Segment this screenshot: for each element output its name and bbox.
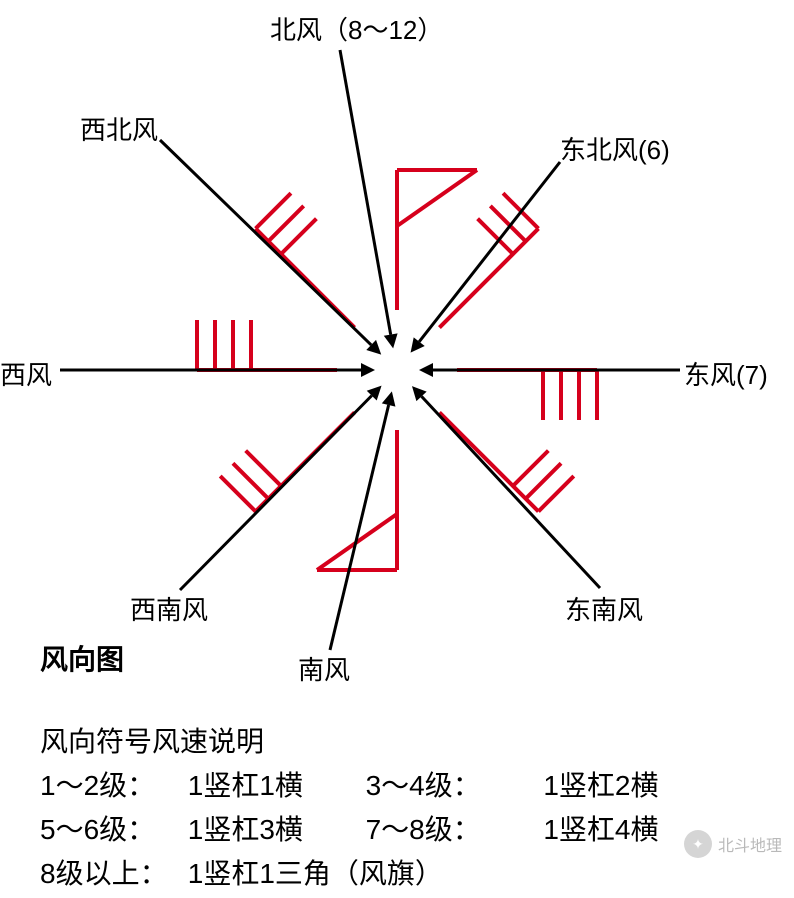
label-southeast: 东南风 (565, 590, 643, 627)
legend-row: 1～2级： 1竖杠1横 3～4级： 1竖杠2横 (40, 764, 713, 808)
legend-row: 8级以上： 1竖杠1三角（风旗） (40, 852, 713, 896)
legend-cell: 1～2级： (40, 764, 180, 808)
label-west: 西风 (0, 355, 52, 392)
label-southwest: 西南风 (130, 590, 208, 627)
label-northwest: 西北风 (80, 110, 158, 147)
legend: 风向符号风速说明 1～2级： 1竖杠1横 3～4级： 1竖杠2横 5～6级： 1… (40, 720, 713, 896)
watermark-text: 北斗地理 (718, 832, 782, 856)
legend-cell: 1竖杠2横 (543, 764, 713, 808)
legend-cell: 8级以上： (40, 852, 180, 896)
legend-cell: 7～8级： (366, 808, 536, 852)
label-east: 东风(7) (684, 355, 768, 392)
watermark-icon: ✦ (684, 830, 712, 858)
legend-cell: 1竖杠1横 (188, 764, 358, 808)
label-northeast: 东北风(6) (560, 130, 670, 167)
label-south: 南风 (298, 650, 350, 687)
watermark: ✦ 北斗地理 (684, 830, 782, 858)
legend-heading: 风向符号风速说明 (40, 720, 713, 764)
legend-cell: 1竖杠3横 (188, 808, 358, 852)
legend-row: 5～6级： 1竖杠3横 7～8级： 1竖杠4横 (40, 808, 713, 852)
legend-cell: 5～6级： (40, 808, 180, 852)
legend-cell: 1竖杠1三角（风旗） (188, 852, 588, 896)
diagram-title: 风向图 (40, 638, 124, 678)
label-north: 北风（8～12） (270, 10, 443, 47)
wind-barb-diagram (0, 0, 794, 700)
legend-cell: 3～4级： (366, 764, 536, 808)
